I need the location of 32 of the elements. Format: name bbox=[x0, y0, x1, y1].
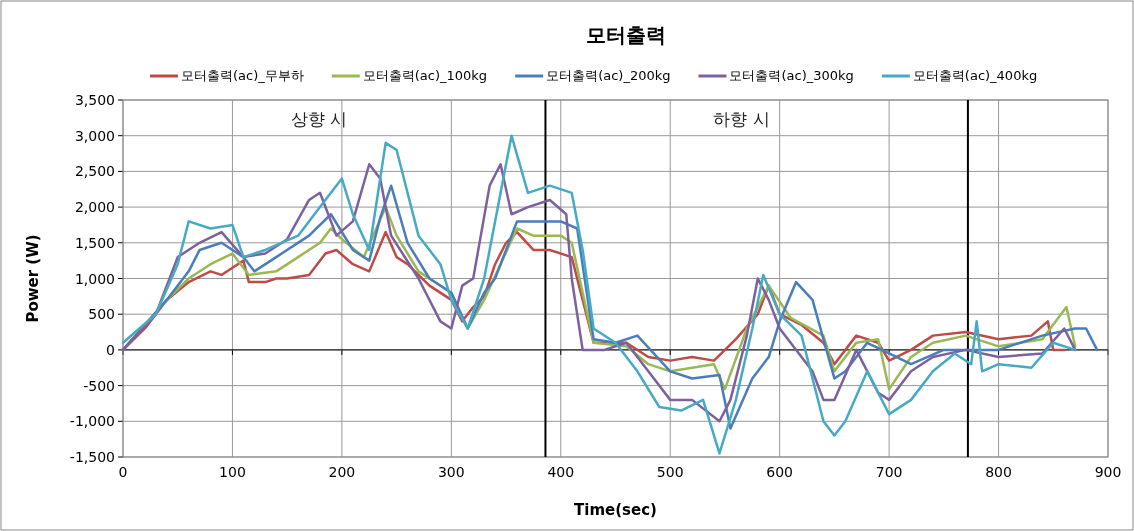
x-tick-label: 0 bbox=[118, 464, 128, 480]
x-tick-label: 400 bbox=[547, 464, 575, 480]
x-tick-label: 500 bbox=[656, 464, 684, 480]
y-axis-title: Power (W) bbox=[24, 234, 42, 323]
x-tick-label: 700 bbox=[875, 464, 903, 480]
x-tick-label: 300 bbox=[437, 464, 465, 480]
legend-label: 모터출력(ac)_400kg bbox=[912, 68, 1038, 83]
annotation: 상향 시 bbox=[291, 109, 348, 129]
x-tick-label: 800 bbox=[985, 464, 1012, 480]
legend-label: 모터출력(ac)_100kg bbox=[362, 68, 488, 83]
line-series bbox=[121, 134, 1077, 455]
legend-label: 모터출력(ac)_300kg bbox=[729, 68, 854, 83]
y-tick-label: 0 bbox=[106, 341, 115, 358]
y-tick-label: 3,500 bbox=[74, 92, 115, 108]
x-tick-label: 900 bbox=[1094, 464, 1122, 480]
x-tick-label: 200 bbox=[328, 464, 356, 480]
y-tick-label: 1,000 bbox=[74, 270, 115, 287]
x-axis-title: Time(sec) bbox=[574, 501, 657, 519]
y-tick-label: 2,500 bbox=[74, 163, 115, 180]
y-tick-label: 3,000 bbox=[74, 127, 115, 144]
y-tick-label: 1,500 bbox=[74, 234, 115, 251]
x-tick-label: 600 bbox=[766, 464, 794, 480]
x-tick-label: 100 bbox=[219, 464, 246, 480]
y-tick-label: 2,000 bbox=[74, 199, 115, 216]
annotation: 하향 시 bbox=[713, 109, 770, 129]
legend-label: 모터출력(ac)_200kg bbox=[546, 68, 671, 83]
y-tick-label: -1,500 bbox=[69, 449, 115, 465]
chart-title: 모터출력 bbox=[585, 23, 666, 47]
y-tick-label: -500 bbox=[83, 377, 115, 394]
legend-label: 모터출력(ac)_무부하 bbox=[181, 68, 304, 83]
y-tick-label: -1,000 bbox=[69, 413, 115, 430]
y-tick-label: 500 bbox=[88, 306, 115, 323]
